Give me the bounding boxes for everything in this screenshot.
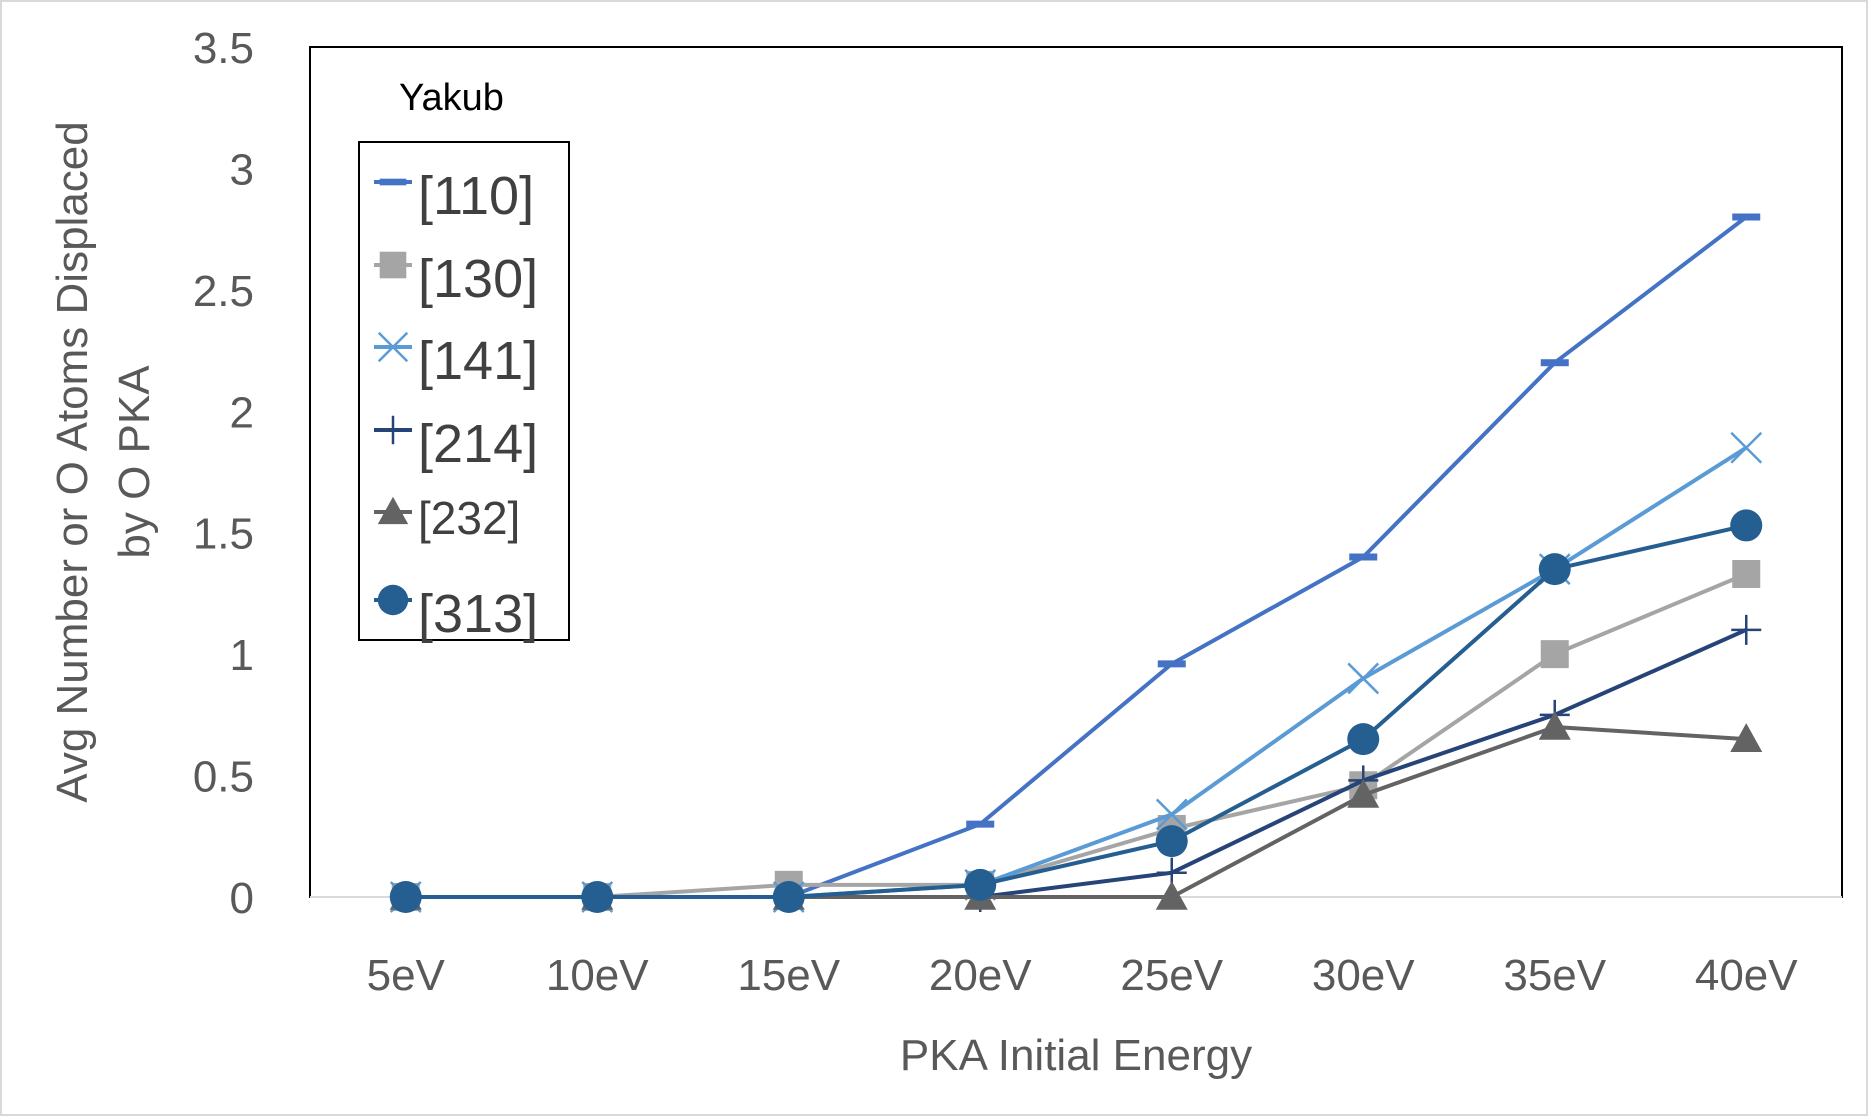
legend-item: [110]	[374, 166, 534, 226]
data-point	[966, 820, 995, 828]
data-point	[1730, 509, 1763, 542]
y-axis-title-line: by O PKA	[110, 365, 159, 559]
data-point	[389, 881, 422, 913]
x-marker	[377, 331, 409, 363]
legend-label: [141]	[418, 331, 538, 391]
data-point	[1731, 614, 1762, 645]
legend-label: [110]	[418, 166, 534, 226]
data-point	[1540, 640, 1569, 669]
circle-marker	[377, 584, 409, 616]
x-tick-label: 25eV	[1120, 951, 1223, 1000]
y-tick-label: 2.5	[193, 267, 254, 316]
x-marker-stroke	[1155, 798, 1188, 831]
data-point	[1155, 825, 1188, 858]
data-point	[1730, 431, 1763, 464]
data-point	[1155, 798, 1188, 831]
legend: Yakub [110] [130] [141] [214] [232] [313]	[358, 77, 570, 644]
series-313	[389, 509, 1763, 913]
data-point	[1347, 662, 1380, 695]
legend-item: [130]	[374, 249, 538, 309]
x-marker-stroke	[1347, 662, 1380, 695]
x-tick-label: 20eV	[929, 951, 1032, 1000]
triangle-marker	[377, 496, 409, 525]
y-tick-label: 0	[230, 874, 254, 923]
legend-item: [313]	[374, 584, 538, 644]
x-tick-label: 30eV	[1312, 951, 1415, 1000]
y-axis-title-line: Avg Number or O Atoms Displaced	[48, 121, 97, 802]
x-tick-label: 40eV	[1695, 951, 1798, 1000]
data-point	[1538, 553, 1571, 586]
data-point	[964, 868, 997, 901]
dash-marker	[379, 178, 407, 186]
x-marker-stroke	[377, 331, 409, 363]
square-marker	[379, 251, 407, 279]
series-line	[405, 572, 1748, 899]
y-tick-label: 0.5	[193, 753, 254, 802]
x-tick-label: 15eV	[737, 951, 840, 1000]
data-point	[1347, 779, 1380, 808]
data-point	[1347, 723, 1380, 756]
legend-title: Yakub	[399, 77, 504, 119]
series-line	[405, 523, 1747, 899]
legend-label: [130]	[418, 249, 538, 309]
data-point	[772, 881, 805, 913]
data-point	[1730, 723, 1763, 752]
y-tick-label: 2	[230, 388, 254, 437]
y-axis-title: Avg Number or O Atoms Displaced by O PKA	[48, 121, 159, 802]
y-tick-label: 1.5	[193, 510, 254, 559]
legend-box	[358, 141, 570, 641]
legend-item: [214]	[374, 414, 538, 474]
legend-item: [141]	[374, 331, 538, 391]
legend-label: [232]	[418, 492, 520, 544]
legend-label: [214]	[418, 414, 538, 474]
x-tick-label: 10eV	[546, 951, 649, 1000]
x-axis-title: PKA Initial Energy	[900, 1031, 1252, 1080]
data-point	[1538, 711, 1571, 740]
data-point	[1155, 881, 1188, 910]
y-tick-label: 3	[230, 145, 254, 194]
plus-marker	[378, 415, 408, 445]
y-tick-label: 3.5	[193, 24, 254, 73]
legend-label: [313]	[418, 584, 538, 644]
x-tick-label: 5eV	[367, 951, 446, 1000]
data-point	[1732, 213, 1761, 221]
legend-item: [232]	[374, 492, 520, 544]
y-tick-label: 1	[230, 631, 254, 680]
x-marker-stroke	[1730, 431, 1763, 464]
data-point	[1349, 553, 1378, 561]
data-point	[581, 881, 614, 913]
data-point	[1540, 359, 1569, 367]
data-point	[1732, 560, 1761, 588]
data-point	[1157, 660, 1186, 668]
x-tick-label: 35eV	[1503, 951, 1606, 1000]
